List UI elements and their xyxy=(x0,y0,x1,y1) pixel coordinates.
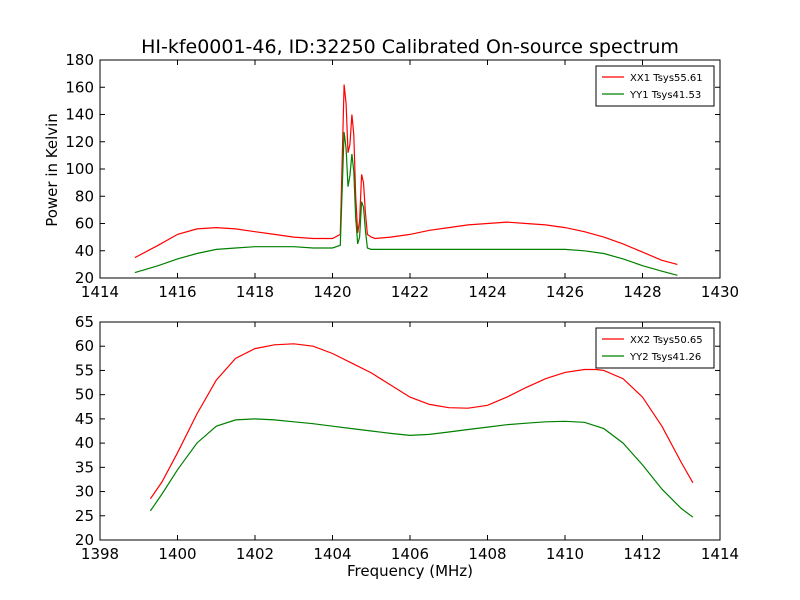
series-line-xx xyxy=(134,84,678,265)
y-tick-label: 20 xyxy=(75,269,94,287)
y-tick-label: 120 xyxy=(65,133,94,151)
y-tick-label: 25 xyxy=(75,507,94,525)
x-tick-label: 1398 xyxy=(81,545,119,563)
x-tick-label: 1420 xyxy=(313,283,351,301)
y-tick-label: 40 xyxy=(75,242,94,260)
y-tick-label: 180 xyxy=(65,51,94,69)
x-tick-label: 1410 xyxy=(546,545,584,563)
x-tick-label: 1412 xyxy=(623,545,661,563)
legend: XX2 Tsys50.65 YY2 Tsys41.26 xyxy=(595,327,715,369)
x-tick-label: 1416 xyxy=(158,283,196,301)
x-tick-label: 1430 xyxy=(701,283,739,301)
legend-entry: YY1 Tsys41.53 xyxy=(629,90,701,101)
y-tick-label: 45 xyxy=(75,410,94,428)
y-tick-label: 60 xyxy=(75,215,94,233)
x-tick-label: 1406 xyxy=(391,545,429,563)
x-tick-label: 1408 xyxy=(468,545,506,563)
y-tick-label: 140 xyxy=(65,106,94,124)
legend-box xyxy=(595,65,715,107)
y-tick-label: 80 xyxy=(75,187,94,205)
y-tick-label: 35 xyxy=(75,458,94,476)
y-tick-label: 30 xyxy=(75,483,94,501)
x-tick-label: 1418 xyxy=(236,283,274,301)
chart-title: HI-kfe0001-46, ID:32250 Calibrated On-so… xyxy=(141,36,679,58)
x-tick-label: 1414 xyxy=(81,283,119,301)
x-tick-label: 1400 xyxy=(158,545,196,563)
legend: XX1 Tsys55.61 YY1 Tsys41.53 xyxy=(595,65,715,107)
top-axes: 1414 1416 1418 1420 1422 1424 1426 1428 1430 20 40… xyxy=(65,51,739,301)
y-tick-label: 50 xyxy=(75,386,94,404)
x-tick-label: 1414 xyxy=(701,545,739,563)
x-tick-label: 1426 xyxy=(546,283,584,301)
series-line-yy xyxy=(134,132,678,276)
series-line-xx xyxy=(149,343,694,500)
y-tick-label: 160 xyxy=(65,78,94,96)
x-tick-label: 1422 xyxy=(391,283,429,301)
x-tick-label: 1424 xyxy=(468,283,506,301)
x-axis-label: Frequency (MHz) xyxy=(347,562,473,580)
legend-entry: XX1 Tsys55.61 xyxy=(630,73,703,84)
legend-box xyxy=(595,327,715,369)
y-tick-label: 60 xyxy=(75,337,94,355)
x-tick-label: 1404 xyxy=(313,545,351,563)
y-tick-label: 20 xyxy=(75,531,94,549)
y-tick-label: 55 xyxy=(75,361,94,379)
bottom-axes: 1398 1400 1402 1404 1406 1408 1410 1412 1414 20 25… xyxy=(75,313,739,563)
y-tick-label: 65 xyxy=(75,313,94,331)
y-tick-label: 100 xyxy=(65,160,94,178)
x-tick-label: 1428 xyxy=(623,283,661,301)
y-tick-label: 40 xyxy=(75,434,94,452)
legend-entry: YY2 Tsys41.26 xyxy=(629,352,701,363)
x-tick-label: 1402 xyxy=(236,545,274,563)
legend-entry: XX2 Tsys50.65 xyxy=(630,335,703,346)
series-line-yy xyxy=(149,418,694,518)
y-axis-label: Power in Kelvin xyxy=(43,113,61,227)
